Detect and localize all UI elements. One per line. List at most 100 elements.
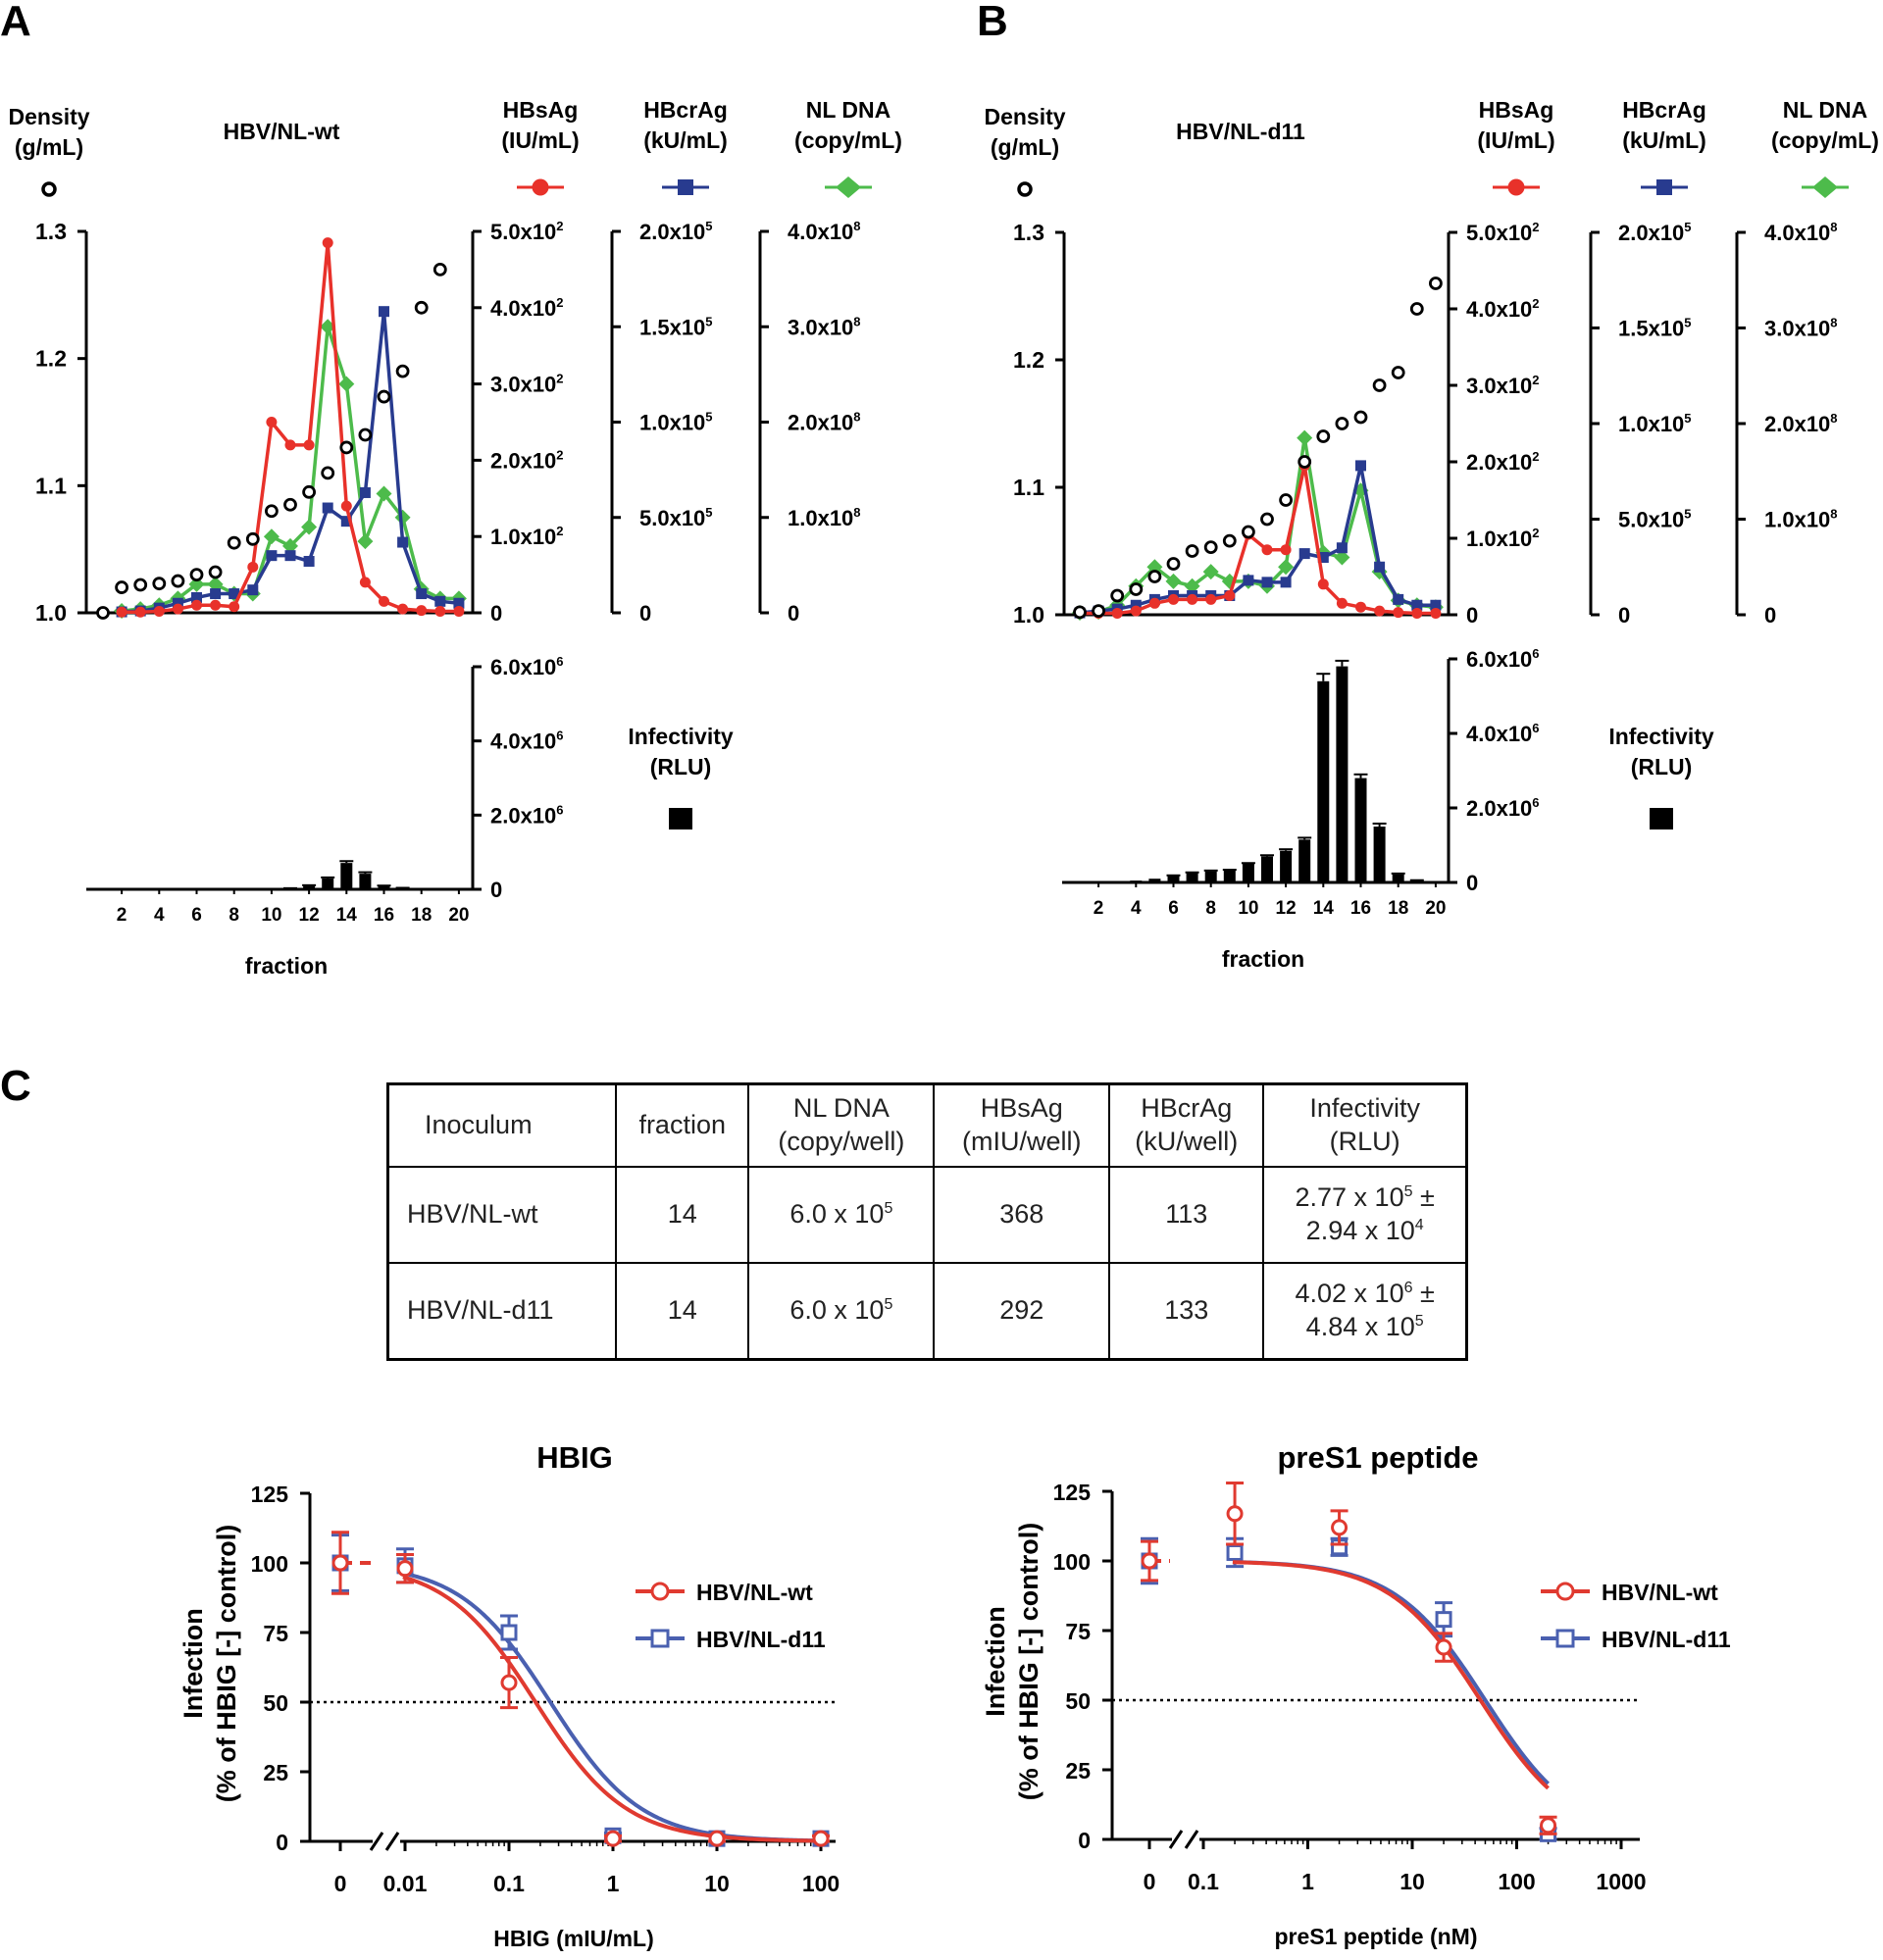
legend-marker bbox=[1555, 1582, 1575, 1601]
infectivity-bar bbox=[1336, 666, 1349, 882]
hbsag-axis-unit: (IU/mL) bbox=[1477, 127, 1554, 153]
infectivity-bar bbox=[378, 885, 390, 889]
header-hbcrag: HBcrAg (kU/well) bbox=[1108, 1082, 1265, 1168]
x-tick-label: 12 bbox=[299, 905, 320, 926]
hbsag-tick-label: 5.0x102 bbox=[1466, 220, 1540, 245]
density-point bbox=[1166, 557, 1181, 571]
y-tick-label: 50 bbox=[1065, 1688, 1091, 1714]
hbsag-point bbox=[1430, 607, 1442, 619]
density-point bbox=[115, 580, 128, 594]
hbcrag-axis-label: HBcrAg bbox=[643, 97, 728, 123]
infectivity-bar bbox=[1410, 880, 1423, 882]
hbcrag-point bbox=[1411, 599, 1423, 611]
hbcrag-tick-label: 0 bbox=[1618, 603, 1630, 628]
hbcrag-point bbox=[1430, 599, 1442, 611]
y-tick-label: 125 bbox=[1053, 1480, 1092, 1505]
header-fraction: fraction bbox=[615, 1082, 750, 1168]
density-point bbox=[1073, 605, 1087, 620]
infectivity-bar bbox=[1242, 864, 1254, 882]
data-point-wt bbox=[331, 1554, 349, 1572]
x-tick-label: 6 bbox=[191, 905, 202, 926]
hbsag-legend-marker bbox=[532, 178, 549, 196]
infectivity-bar bbox=[1204, 871, 1217, 882]
density-point bbox=[1147, 570, 1162, 583]
x-tick-label: 16 bbox=[1350, 898, 1371, 919]
hbsag-point bbox=[340, 500, 352, 512]
hbsag-point bbox=[379, 595, 389, 607]
nldna-point bbox=[188, 576, 205, 592]
nldna-tick-label: 4.0x108 bbox=[788, 219, 861, 244]
infectivity-bar bbox=[1167, 876, 1180, 882]
hbsag-point bbox=[397, 603, 409, 615]
summary-table: Inoculum fraction NL DNA (copy/well) HBsA… bbox=[386, 1082, 1468, 1361]
density-point bbox=[1391, 366, 1405, 379]
data-point-wt bbox=[500, 1674, 518, 1691]
hbsag-tick-label: 3.0x102 bbox=[1466, 373, 1540, 398]
x-axis-label: fraction bbox=[245, 953, 328, 979]
x-tick-label: 20 bbox=[448, 905, 469, 926]
hbcrag-tick-label: 5.0x105 bbox=[1618, 507, 1692, 532]
density-point bbox=[133, 578, 148, 592]
x-tick-label: 100 bbox=[802, 1871, 840, 1896]
x-tick-label: 14 bbox=[1313, 898, 1335, 919]
density-point bbox=[1242, 525, 1255, 539]
cell-fraction: 14 bbox=[615, 1262, 750, 1361]
hbcrag-point bbox=[284, 550, 296, 562]
infectivity-bar bbox=[1280, 850, 1293, 882]
y-tick-label: 0 bbox=[276, 1830, 288, 1855]
x-tick-label: 0 bbox=[334, 1871, 347, 1896]
hbsag-point bbox=[284, 439, 296, 451]
y-tick-label: 125 bbox=[251, 1482, 289, 1507]
hbsag-legend-marker bbox=[1507, 178, 1525, 196]
y-axis-label: Infection bbox=[178, 1608, 208, 1719]
infectivity-bar bbox=[1429, 881, 1442, 882]
legend-marker bbox=[650, 1629, 670, 1648]
infectivity-tick-label: 0 bbox=[1466, 871, 1478, 895]
density-point bbox=[1409, 302, 1424, 316]
hbsag-tick-label: 1.0x102 bbox=[490, 524, 564, 549]
hbsag-point bbox=[1355, 601, 1366, 613]
x-tick-label: 12 bbox=[1276, 898, 1297, 919]
x-tick-label: 1000 bbox=[1596, 1869, 1646, 1894]
nldna-axis-label: NL DNA bbox=[1783, 97, 1867, 123]
density-point bbox=[1429, 276, 1443, 290]
hbsag-point bbox=[322, 237, 333, 249]
nldna-point bbox=[1165, 573, 1182, 589]
hbsag-point bbox=[1148, 597, 1160, 609]
hbcrag-axis-unit: (kU/mL) bbox=[1622, 127, 1706, 153]
density-point bbox=[1298, 455, 1312, 469]
infectivity-tick-label: 4.0x106 bbox=[1466, 721, 1540, 746]
infectivity-bar bbox=[1354, 778, 1367, 882]
x-tick-label: 4 bbox=[154, 905, 165, 926]
hbsag-axis-label: HBsAg bbox=[503, 97, 579, 123]
cell-inoculum: HBV/NL-wt bbox=[386, 1166, 618, 1264]
hbcrag-point bbox=[191, 591, 202, 603]
hbsag-tick-label: 3.0x102 bbox=[490, 372, 564, 397]
hbcrag-point bbox=[1317, 552, 1329, 563]
density-legend-marker bbox=[1017, 181, 1033, 197]
data-point-d11 bbox=[1435, 1611, 1452, 1629]
hbsag-point bbox=[1205, 593, 1217, 605]
hbcrag-point bbox=[1393, 593, 1404, 605]
y-tick-label: 50 bbox=[263, 1690, 288, 1716]
density-point bbox=[171, 574, 185, 588]
density-tick-label: 1.1 bbox=[1013, 475, 1044, 500]
hbcrag-point bbox=[1243, 575, 1254, 586]
hbcrag-point bbox=[1336, 542, 1348, 554]
hbsag-point bbox=[1317, 578, 1329, 590]
nldna-point bbox=[1146, 559, 1163, 576]
hbcrag-tick-label: 2.0x105 bbox=[1618, 220, 1692, 245]
density-point bbox=[1092, 604, 1105, 618]
infectivity-bar bbox=[340, 863, 353, 889]
hbcrag-tick-label: 0 bbox=[639, 601, 651, 626]
hbsag-point bbox=[1411, 607, 1423, 619]
infectivity-bar bbox=[1392, 874, 1404, 882]
hbcrag-legend-marker bbox=[1656, 179, 1672, 195]
hbcrag-series-line bbox=[122, 311, 460, 614]
density-tick-label: 1.3 bbox=[35, 219, 67, 244]
x-tick-label: 10 bbox=[261, 905, 281, 926]
hbsag-point bbox=[416, 605, 428, 617]
density-point bbox=[264, 504, 279, 519]
density-point bbox=[189, 568, 204, 581]
legend-label: HBV/NL-wt bbox=[696, 1580, 813, 1605]
